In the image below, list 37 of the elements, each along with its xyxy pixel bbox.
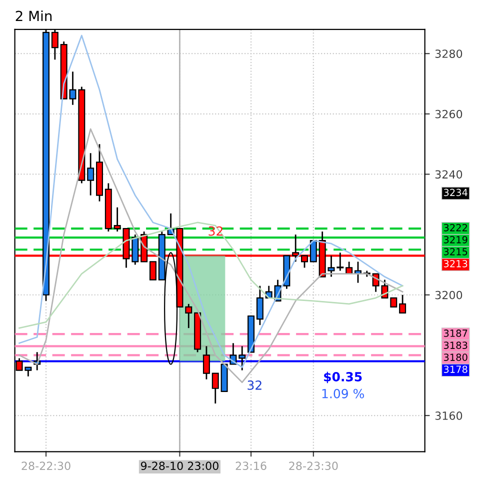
ref-line-label: 3178 — [444, 366, 468, 373]
annotation: $0.35 — [324, 372, 362, 384]
ref-line-label: 3219 — [444, 236, 468, 244]
ref-line-label: 3187 — [444, 330, 468, 337]
y-tick-label: 3280 — [435, 50, 462, 58]
y-tick-label: 3200 — [435, 290, 462, 300]
text: 3234 — [444, 188, 468, 196]
annotation: 1.09 % — [322, 388, 364, 398]
y-tick-label: 3160 — [435, 412, 462, 420]
ref-line-label: 3183 — [444, 342, 468, 349]
ref-line-label: 3222 — [444, 224, 467, 232]
x-tick-label: 23:16 — [236, 462, 266, 470]
candlestick — [256, 285, 264, 326]
x-tick-label: 28-22:30 — [22, 462, 70, 470]
ref-line-label: 3180 — [444, 354, 468, 361]
candlestick — [185, 303, 192, 329]
candlestick — [202, 345, 210, 380]
candlestick — [399, 294, 406, 314]
annotation: 32 — [248, 380, 262, 390]
candlestick — [212, 372, 219, 404]
x-tick-label: 28-23:30 — [289, 462, 338, 470]
candlestick — [149, 261, 156, 280]
candlestick — [336, 252, 344, 272]
candlestick — [390, 297, 398, 308]
ref-line-label: 3215 — [444, 248, 468, 256]
ref-line-label: 3213 — [444, 260, 468, 268]
annotation: 32 — [208, 226, 222, 236]
chart-title: 2 Min — [16, 10, 52, 22]
x-tick-label: 9-28-10 23:00 — [140, 462, 218, 470]
candlestick — [328, 254, 335, 278]
y-tick-label: 3240 — [435, 170, 462, 179]
y-tick-label: 3260 — [435, 110, 462, 118]
line-series — [18, 222, 404, 329]
candlestick — [310, 240, 317, 262]
candlestick — [238, 345, 246, 371]
line-series — [18, 34, 404, 368]
candlestick — [87, 152, 94, 196]
